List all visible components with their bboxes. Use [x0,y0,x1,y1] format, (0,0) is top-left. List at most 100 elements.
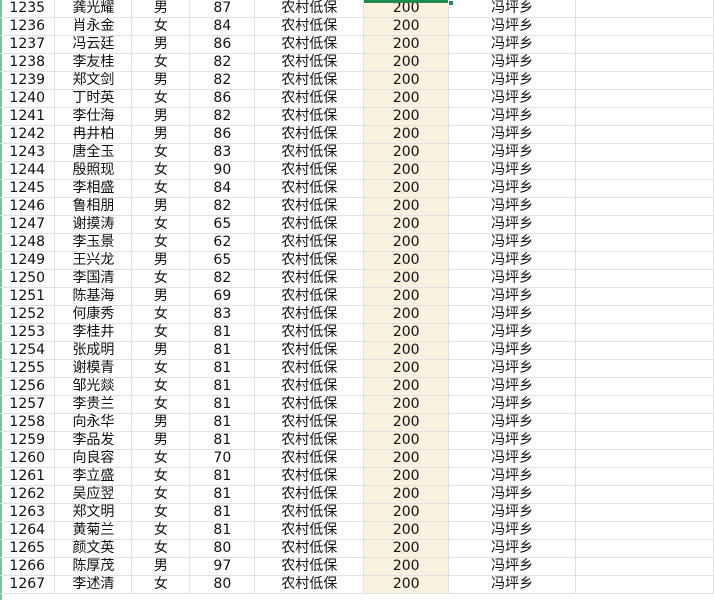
gender-cell[interactable]: 男 [131,557,191,576]
category-cell[interactable]: 农村低保 [254,539,365,558]
empty-cell[interactable] [575,233,714,252]
township-cell[interactable]: 冯坪乡 [448,161,577,180]
id-cell[interactable]: 1246 [0,197,56,216]
id-cell[interactable]: 1263 [0,503,56,522]
empty-cell[interactable] [575,215,714,234]
gender-cell[interactable]: 女 [131,323,191,342]
id-cell[interactable]: 1248 [0,233,56,252]
amount-cell[interactable]: 200 [363,395,450,414]
township-cell[interactable]: 冯坪乡 [448,35,577,54]
gender-cell[interactable]: 女 [131,485,191,504]
amount-cell[interactable]: 200 [363,485,450,504]
id-cell[interactable]: 1252 [0,305,56,324]
age-cell[interactable]: 81 [189,503,256,522]
empty-cell[interactable] [575,35,714,54]
gender-cell[interactable]: 男 [131,0,191,18]
name-cell[interactable]: 李品发 [54,431,133,450]
id-cell[interactable]: 1255 [0,359,56,378]
category-cell[interactable]: 农村低保 [254,467,365,486]
township-cell[interactable]: 冯坪乡 [448,449,577,468]
age-cell[interactable]: 65 [189,251,256,270]
amount-cell[interactable]: 200 [363,539,450,558]
township-cell[interactable]: 冯坪乡 [448,0,577,18]
name-cell[interactable]: 殷照现 [54,161,133,180]
category-cell[interactable]: 农村低保 [254,395,365,414]
id-cell[interactable]: 1237 [0,35,56,54]
name-cell[interactable]: 颜文英 [54,539,133,558]
age-cell[interactable]: 86 [189,35,256,54]
township-cell[interactable]: 冯坪乡 [448,143,577,162]
name-cell[interactable]: 吴应翌 [54,485,133,504]
name-cell[interactable]: 李贵兰 [54,395,133,414]
township-cell[interactable]: 冯坪乡 [448,125,577,144]
amount-cell[interactable]: 200 [363,107,450,126]
amount-cell[interactable]: 200 [363,287,450,306]
id-cell[interactable]: 1250 [0,269,56,288]
id-cell[interactable]: 1265 [0,539,56,558]
id-cell[interactable]: 1243 [0,143,56,162]
empty-cell[interactable] [575,17,714,36]
empty-cell[interactable] [575,575,714,594]
amount-cell[interactable]: 200 [363,323,450,342]
category-cell[interactable]: 农村低保 [254,413,365,432]
township-cell[interactable]: 冯坪乡 [448,71,577,90]
empty-cell[interactable] [575,485,714,504]
age-cell[interactable]: 81 [189,359,256,378]
gender-cell[interactable]: 女 [131,539,191,558]
name-cell[interactable]: 王兴龙 [54,251,133,270]
category-cell[interactable]: 农村低保 [254,53,365,72]
age-cell[interactable]: 81 [189,431,256,450]
category-cell[interactable]: 农村低保 [254,431,365,450]
name-cell[interactable]: 郑文剑 [54,71,133,90]
category-cell[interactable]: 农村低保 [254,377,365,396]
amount-cell[interactable]: 200 [363,269,450,288]
township-cell[interactable]: 冯坪乡 [448,107,577,126]
amount-cell[interactable]: 200 [363,377,450,396]
id-cell[interactable]: 1254 [0,341,56,360]
empty-cell[interactable] [575,161,714,180]
gender-cell[interactable]: 女 [131,179,191,198]
amount-cell[interactable]: 200 [363,467,450,486]
empty-cell[interactable] [575,287,714,306]
gender-cell[interactable]: 女 [131,467,191,486]
id-cell[interactable]: 1241 [0,107,56,126]
amount-cell[interactable]: 200 [363,0,450,18]
id-cell[interactable]: 1262 [0,485,56,504]
amount-cell[interactable]: 200 [363,557,450,576]
township-cell[interactable]: 冯坪乡 [448,467,577,486]
township-cell[interactable]: 冯坪乡 [448,305,577,324]
name-cell[interactable]: 唐全玉 [54,143,133,162]
age-cell[interactable]: 83 [189,143,256,162]
age-cell[interactable]: 84 [189,17,256,36]
age-cell[interactable]: 86 [189,89,256,108]
age-cell[interactable]: 86 [189,125,256,144]
township-cell[interactable]: 冯坪乡 [448,233,577,252]
gender-cell[interactable]: 女 [131,215,191,234]
gender-cell[interactable]: 男 [131,107,191,126]
name-cell[interactable]: 肖永金 [54,17,133,36]
empty-cell[interactable] [575,269,714,288]
amount-cell[interactable]: 200 [363,503,450,522]
category-cell[interactable]: 农村低保 [254,17,365,36]
id-cell[interactable]: 1267 [0,575,56,594]
id-cell[interactable]: 1253 [0,323,56,342]
category-cell[interactable]: 农村低保 [254,35,365,54]
township-cell[interactable]: 冯坪乡 [448,215,577,234]
amount-cell[interactable]: 200 [363,17,450,36]
name-cell[interactable]: 李国清 [54,269,133,288]
name-cell[interactable]: 丁时英 [54,89,133,108]
gender-cell[interactable]: 女 [131,575,191,594]
id-cell[interactable]: 1264 [0,521,56,540]
empty-cell[interactable] [575,467,714,486]
age-cell[interactable]: 81 [189,323,256,342]
age-cell[interactable]: 81 [189,341,256,360]
id-cell[interactable]: 1247 [0,215,56,234]
gender-cell[interactable]: 女 [131,53,191,72]
amount-cell[interactable]: 200 [363,251,450,270]
category-cell[interactable]: 农村低保 [254,341,365,360]
empty-cell[interactable] [575,449,714,468]
name-cell[interactable]: 龚光耀 [54,0,133,18]
age-cell[interactable]: 81 [189,395,256,414]
category-cell[interactable]: 农村低保 [254,287,365,306]
amount-cell[interactable]: 200 [363,35,450,54]
